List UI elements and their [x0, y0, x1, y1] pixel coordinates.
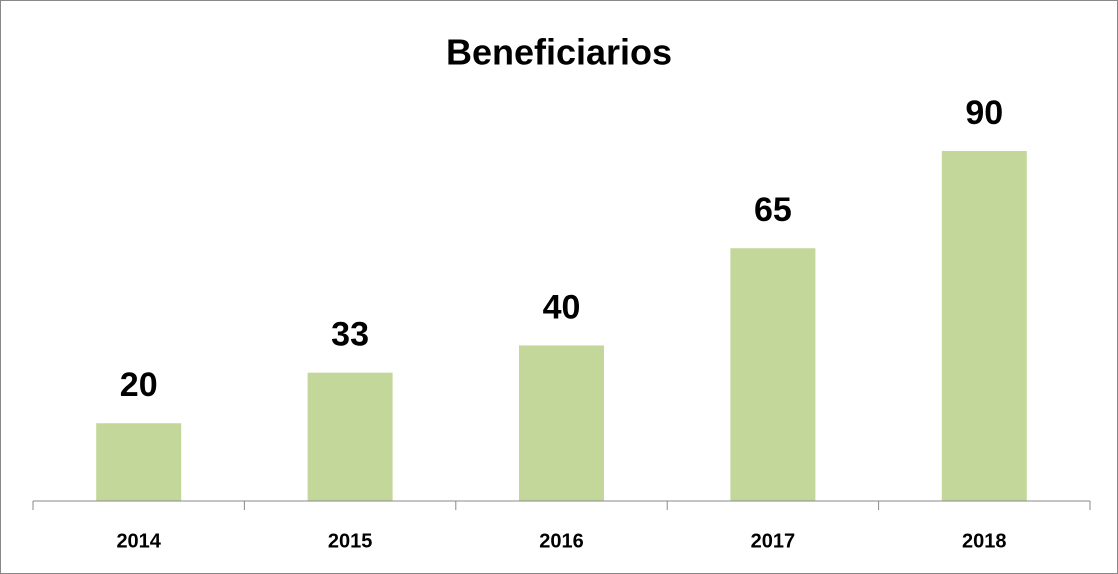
bar — [96, 423, 182, 501]
chart-title: Beneficiarios — [446, 32, 672, 73]
x-tick-label: 2016 — [539, 530, 584, 552]
x-tick-label: 2017 — [751, 530, 796, 552]
data-label: 65 — [754, 191, 792, 229]
x-tick-label: 2015 — [328, 530, 373, 552]
x-tick-label: 2018 — [962, 530, 1007, 552]
data-label: 20 — [120, 366, 158, 404]
data-label: 90 — [965, 94, 1003, 132]
data-label: 33 — [331, 316, 369, 354]
data-label: 40 — [543, 288, 581, 326]
x-tick-label: 2014 — [116, 530, 161, 552]
bar — [730, 248, 816, 501]
bar — [941, 151, 1027, 501]
bar — [307, 372, 393, 501]
bar — [519, 345, 604, 501]
